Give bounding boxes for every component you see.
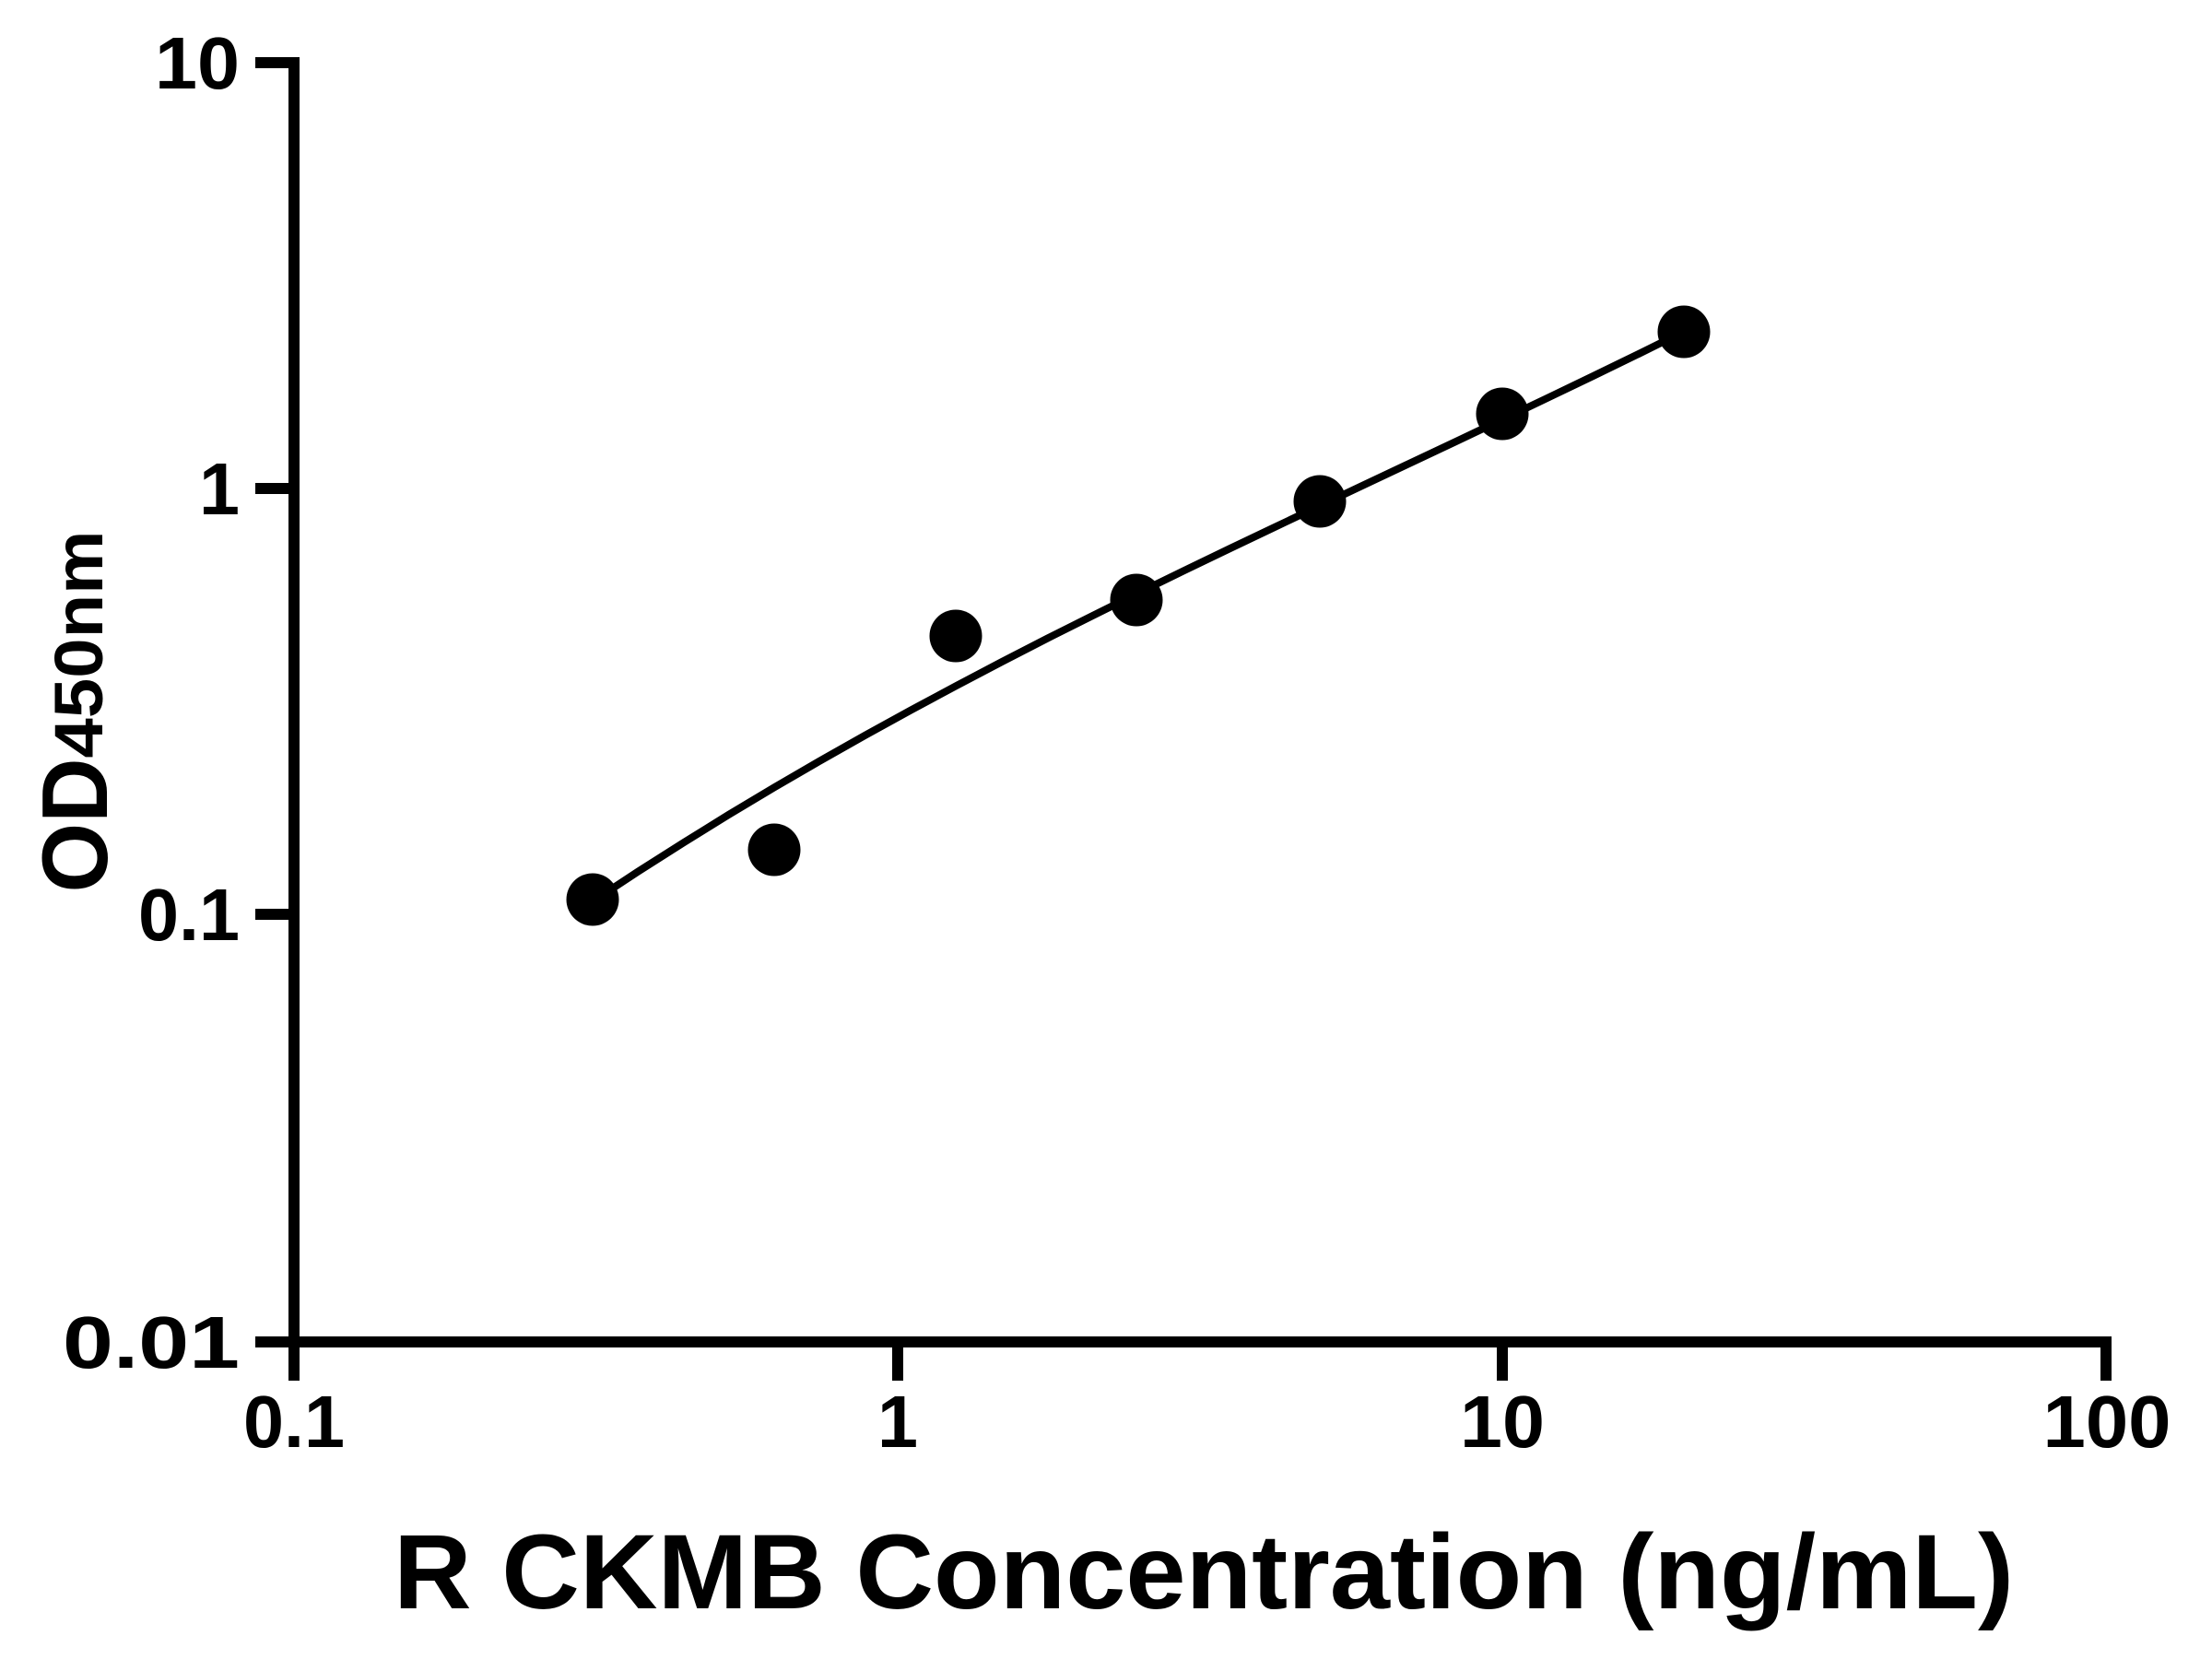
svg-text:1: 1 bbox=[877, 1381, 918, 1463]
svg-text:10: 10 bbox=[1460, 1381, 1545, 1463]
svg-text:0.1: 0.1 bbox=[138, 874, 240, 956]
svg-text:1: 1 bbox=[199, 448, 240, 530]
svg-text:100: 100 bbox=[2043, 1381, 2171, 1463]
svg-text:OD450nm: OD450nm bbox=[24, 531, 127, 893]
svg-text:R CKMB Concentration (ng/mL): R CKMB Concentration (ng/mL) bbox=[394, 1513, 2014, 1631]
svg-text:0.1: 0.1 bbox=[243, 1381, 345, 1463]
svg-text:0.01: 0.01 bbox=[63, 1301, 240, 1383]
svg-text:10: 10 bbox=[155, 22, 240, 104]
